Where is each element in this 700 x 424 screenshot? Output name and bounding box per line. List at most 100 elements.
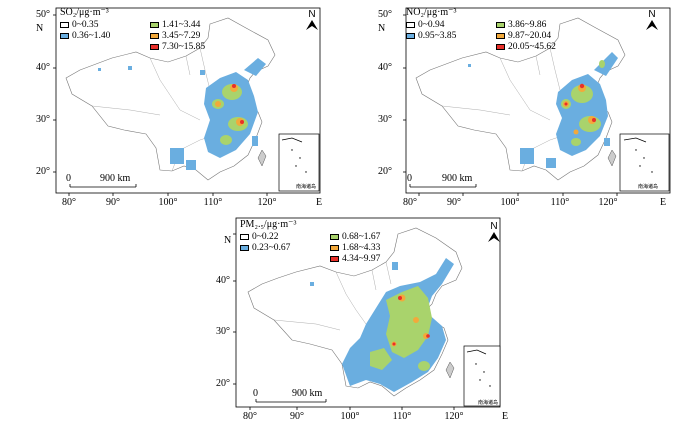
legend-label: 0.36~1.40 — [72, 31, 111, 41]
scale-distance: 900 km — [442, 173, 473, 184]
y-tick-label: 40° — [36, 62, 50, 73]
x-tick-label: 110° — [203, 197, 223, 208]
legend-item: 0~0.35 — [60, 20, 99, 30]
legend-item: 9.87~20.04 — [496, 31, 551, 41]
legend-label: 1.68~4.33 — [342, 243, 381, 253]
legend-swatch — [406, 22, 415, 28]
map-panel-pm25: 80° 90° 100° 110° 120° E N 40° 30° 20° N… — [180, 212, 530, 424]
taiwan-island — [257, 149, 267, 167]
map-frame-no2 — [403, 7, 671, 196]
legend-item: 0.95~3.85 — [406, 31, 456, 41]
y-tick-label: 40° — [378, 62, 392, 73]
map-frame-so2 — [53, 7, 321, 196]
legend-swatch — [496, 22, 505, 28]
legend-item: 0.36~1.40 — [60, 31, 110, 41]
y-tick-label: 30° — [216, 326, 230, 337]
legend-item: 1.68~4.33 — [330, 243, 380, 253]
inset-label: 南海诸岛 — [478, 400, 499, 406]
legend-label: 7.30~15.85 — [162, 42, 206, 52]
legend-label: 3.86~9.86 — [508, 20, 547, 30]
so2-class2-area — [98, 58, 266, 170]
map-panel-so2: 80° 90° 100° 110° 120° E 50° N 40° 30° 2… — [0, 0, 350, 212]
legend-item: 0.23~0.67 — [240, 243, 290, 253]
x-tick-label: 90° — [106, 197, 120, 208]
north-label: N — [648, 9, 656, 20]
north-arrow-icon — [646, 20, 658, 30]
legend-label: 9.87~20.04 — [508, 31, 552, 41]
taiwan-island — [445, 361, 455, 379]
x-tick-label: 110° — [392, 411, 412, 422]
legend-label: 0~0.94 — [418, 20, 445, 30]
legend-item: 3.45~7.29 — [150, 31, 200, 41]
inset-label: 南海诸岛 — [638, 184, 659, 190]
x-tick-label: 80° — [403, 197, 417, 208]
legend-swatch — [496, 33, 505, 39]
taiwan-island — [607, 149, 617, 167]
legend-label: 4.34~9.97 — [342, 254, 381, 264]
x-tick-label: 90° — [447, 197, 461, 208]
legend-swatch — [330, 234, 339, 240]
legend-title: SO₂/μg·m⁻³ — [60, 7, 109, 18]
legend-label: 0.68~1.67 — [342, 232, 381, 242]
x-tick-label: 100° — [340, 411, 360, 422]
legend-label: 0.23~0.67 — [252, 243, 291, 253]
north-arrow-icon — [306, 20, 318, 30]
x-tick-label: 100° — [500, 197, 520, 208]
pm25-class3-area — [370, 286, 432, 371]
legend-swatch — [240, 234, 249, 240]
scale-zero: 0 — [253, 388, 258, 399]
y-tick-label: 30° — [378, 114, 392, 125]
map-frame-pm25 — [233, 217, 501, 410]
legend-item: 0~0.94 — [406, 20, 445, 30]
legend-swatch — [150, 44, 159, 50]
scale-zero: 0 — [66, 173, 71, 184]
legend-label: 20.05~45.62 — [508, 42, 556, 52]
no2-class2-area — [468, 52, 618, 168]
so2-class5-area — [232, 84, 244, 124]
no2-class5-area — [564, 83, 596, 122]
y-axis-letter: N — [36, 23, 44, 34]
y-tick-label: 30° — [36, 114, 50, 125]
inset-label: 南海诸岛 — [296, 184, 317, 190]
x-tick-label: 120° — [257, 197, 277, 208]
legend-swatch — [240, 245, 249, 251]
legend-item: 0~0.22 — [240, 232, 279, 242]
x-tick-label: 120° — [598, 197, 618, 208]
legend-label: 1.41~3.44 — [162, 20, 201, 30]
legend-swatch — [496, 44, 505, 50]
y-tick-label: 20° — [36, 166, 50, 177]
x-axis-letter: E — [502, 411, 509, 422]
y-tick-label: 50° — [378, 9, 392, 20]
legend-swatch — [150, 33, 159, 39]
legend-item: 7.30~15.85 — [150, 42, 205, 52]
legend-label: 0~0.22 — [252, 232, 279, 242]
north-arrow-icon — [488, 232, 500, 242]
legend-title: NO₂/μg·m⁻³ — [406, 7, 457, 18]
x-tick-label: 90° — [290, 411, 304, 422]
legend-so2: SO₂/μg·m⁻³ 0~0.35 0.36~1.40 1.41~3.44 3.… — [60, 8, 220, 60]
y-axis-letter: N — [224, 235, 232, 246]
legend-item: 4.34~9.97 — [330, 254, 380, 264]
x-tick-label: 80° — [62, 197, 76, 208]
x-tick-label: 120° — [444, 411, 464, 422]
inset-box — [278, 133, 320, 192]
x-axis-letter: E — [316, 197, 323, 208]
y-axis-letter: N — [378, 23, 386, 34]
north-label: N — [490, 221, 498, 232]
x-axis-letter: E — [660, 197, 667, 208]
legend-swatch — [330, 256, 339, 262]
scale-distance: 900 km — [292, 388, 323, 399]
y-tick-label: 40° — [216, 275, 230, 286]
legend-title: PM₂.₅/μg·m⁻³ — [240, 219, 297, 230]
pm25-class5-area — [392, 296, 430, 346]
scale-bar-graphic — [409, 184, 477, 188]
legend-no2: NO₂/μg·m⁻³ 0~0.94 0.95~3.85 3.86~9.86 9.… — [406, 8, 576, 60]
scale-distance: 900 km — [100, 173, 131, 184]
legend-item: 20.05~45.62 — [496, 42, 556, 52]
scale-bar-graphic — [255, 399, 327, 403]
y-tick-label: 20° — [378, 166, 392, 177]
legend-label: 0.95~3.85 — [418, 31, 457, 41]
legend-item: 3.86~9.86 — [496, 20, 546, 30]
legend-swatch — [60, 22, 69, 28]
legend-swatch — [150, 22, 159, 28]
